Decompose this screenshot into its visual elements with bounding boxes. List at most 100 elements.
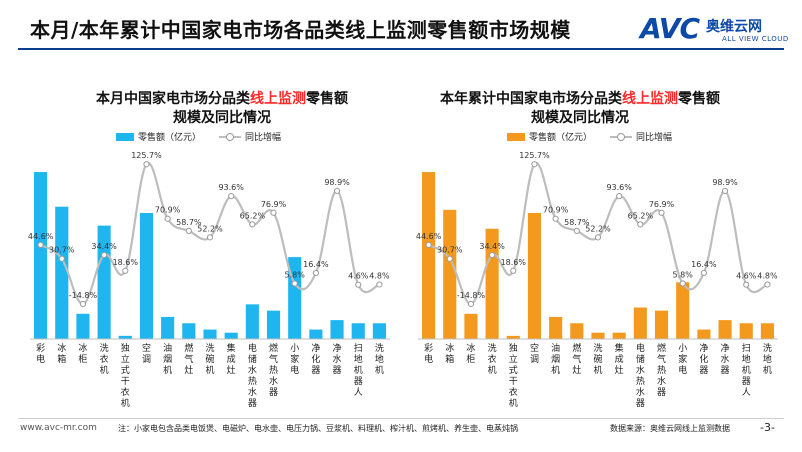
left-category-label-4: 独立式干衣机 (121, 342, 130, 409)
left-category-label-9: 集成灶 (227, 342, 236, 376)
left-growth-label-11: 76.9% (261, 200, 287, 209)
right-growth-point-0 (425, 241, 432, 248)
left-growth-label-2: -14.8% (69, 291, 98, 300)
right-category-label-4: 独立式干衣机 (509, 342, 518, 409)
left-bar-16 (372, 323, 386, 339)
left-chart-title-a: 本月中国家电市场分品类 (96, 91, 250, 107)
left-chart-legend: 零售额（亿元） 同比增幅 (116, 130, 281, 143)
left-bar-5 (139, 213, 154, 339)
left-growth-point-4 (122, 267, 129, 274)
left-bar-11 (266, 310, 281, 339)
right-growth-point-14 (721, 187, 729, 194)
left-growth-point-15 (355, 281, 362, 288)
right-legend-bar-label: 零售额（亿元） (529, 133, 593, 143)
left-growth-point-14 (333, 187, 341, 194)
left-category-label-6: 油烟机 (163, 342, 172, 376)
right-category-label-1: 冰箱 (445, 342, 454, 365)
left-growth-label-8: 52.2% (197, 224, 223, 233)
footer-rule (18, 418, 784, 419)
left-chart-title-b: 零售额 (306, 91, 348, 107)
left-category-label-14: 净水器 (333, 342, 342, 376)
right-growth-point-5 (531, 161, 538, 168)
left-category-label-1: 冰箱 (57, 342, 66, 365)
left-growth-point-12 (291, 280, 298, 287)
left-growth-point-11 (270, 209, 277, 216)
left-category-label-15: 扫地机器人 (354, 342, 363, 398)
right-category-label-6: 油烟机 (551, 342, 560, 376)
right-growth-label-2: -14.8% (457, 291, 486, 300)
right-growth-label-14: 98.9% (712, 178, 738, 187)
right-chart-title-highlight: 线上监测 (622, 91, 678, 107)
left-growth-point-10 (249, 221, 256, 228)
right-bar-7 (570, 323, 584, 339)
left-bar-4 (118, 335, 132, 339)
left-growth-point-0 (37, 241, 44, 248)
left-bar-6 (161, 316, 175, 339)
left-chart-title: 本月中国家电市场分品类线上监测零售额 规模及同比情况 (52, 90, 392, 128)
right-growth-point-6 (552, 215, 559, 222)
right-legend-line-swatch (610, 132, 633, 142)
left-bar-13 (309, 329, 323, 339)
right-category-label-7: 燃气灶 (572, 342, 581, 376)
left-category-label-13: 净化器 (311, 342, 320, 376)
right-bar-8 (591, 332, 605, 339)
right-growth-label-13: 16.4% (691, 260, 717, 269)
right-legend-line-label: 同比增幅 (636, 133, 673, 143)
left-growth-point-1 (58, 255, 65, 262)
left-category-label-2: 冰柜 (78, 342, 87, 365)
right-category-label-16: 洗地机 (763, 342, 772, 376)
right-bar-2 (464, 313, 478, 339)
right-chart-title-c: 规模及同比情况 (531, 110, 629, 126)
right-category-label-0: 彩电 (424, 343, 433, 365)
left-growth-label-1: 30.7% (49, 246, 75, 255)
right-growth-point-10 (637, 221, 644, 228)
left-growth-label-15: 4.6% (348, 272, 369, 281)
right-growth-point-7 (573, 227, 580, 234)
footer-source: 数据来源：奥维云网线上监测数据 (610, 424, 730, 433)
right-growth-point-9 (616, 193, 623, 200)
page-number: -3- (760, 421, 775, 434)
left-category-label-12: 小家电 (290, 343, 299, 376)
left-growth-label-0: 44.6% (28, 232, 54, 241)
right-growth-label-7: 58.7% (564, 218, 590, 227)
right-bar-5 (527, 213, 542, 339)
right-chart: 44.6% 30.7% -14.8% 34.4% 18.6% 125.7% 70.9% 58.… (416, 151, 778, 409)
left-growth-label-14: 98.9% (324, 178, 350, 187)
right-bar-6 (549, 316, 563, 339)
left-growth-point-7 (185, 227, 192, 234)
right-category-label-11: 燃气热水器 (657, 342, 666, 398)
left-growth-point-13 (312, 269, 319, 277)
right-growth-label-12: 5.8% (673, 270, 694, 279)
logo-brand: AVC (640, 12, 700, 45)
right-chart-title: 本年累计中国家电市场分品类线上监测零售额 规模及同比情况 (410, 90, 750, 128)
right-category-label-2: 冰柜 (466, 342, 475, 365)
right-growth-point-16 (764, 281, 771, 288)
right-bar-0 (422, 172, 436, 339)
right-growth-label-16: 4.8% (757, 271, 778, 280)
footer-note: 注：小家电包含品类电饭煲、电磁炉、电水壶、电压力锅、豆浆机、料理机、榨汁机、煎烤… (118, 424, 518, 433)
left-growth-point-5 (143, 161, 150, 168)
left-category-label-10: 电储水热水器 (248, 342, 257, 409)
right-bar-10 (633, 307, 647, 339)
left-legend-bar-label: 零售额（亿元） (138, 133, 202, 143)
left-chart-title-c: 规模及同比情况 (173, 110, 271, 126)
right-growth-label-4: 18.6% (501, 258, 527, 267)
left-growth-label-4: 18.6% (113, 258, 139, 267)
left-growth-point-8 (206, 234, 214, 241)
page-title: 本月/本年累计中国家电市场各品类线上监测零售额市场规模 (30, 18, 571, 42)
right-growth-label-1: 30.7% (437, 246, 463, 255)
right-bar-9 (612, 332, 626, 339)
right-growth-label-10: 65.2% (628, 211, 654, 220)
left-bar-8 (203, 329, 217, 339)
left-growth-label-6: 70.9% (155, 206, 181, 215)
right-category-label-10: 电储水热水器 (636, 342, 645, 409)
right-category-label-9: 集成灶 (615, 342, 624, 376)
left-growth-label-7: 58.7% (176, 218, 202, 227)
left-category-label-8: 洗碗机 (205, 342, 214, 376)
right-growth-label-11: 76.9% (649, 200, 675, 209)
left-bar-1 (55, 206, 69, 339)
right-growth-label-6: 70.9% (543, 206, 569, 215)
right-category-label-13: 净化器 (699, 342, 708, 376)
right-growth-label-5: 125.7% (519, 151, 550, 160)
right-growth-point-3 (489, 251, 496, 259)
